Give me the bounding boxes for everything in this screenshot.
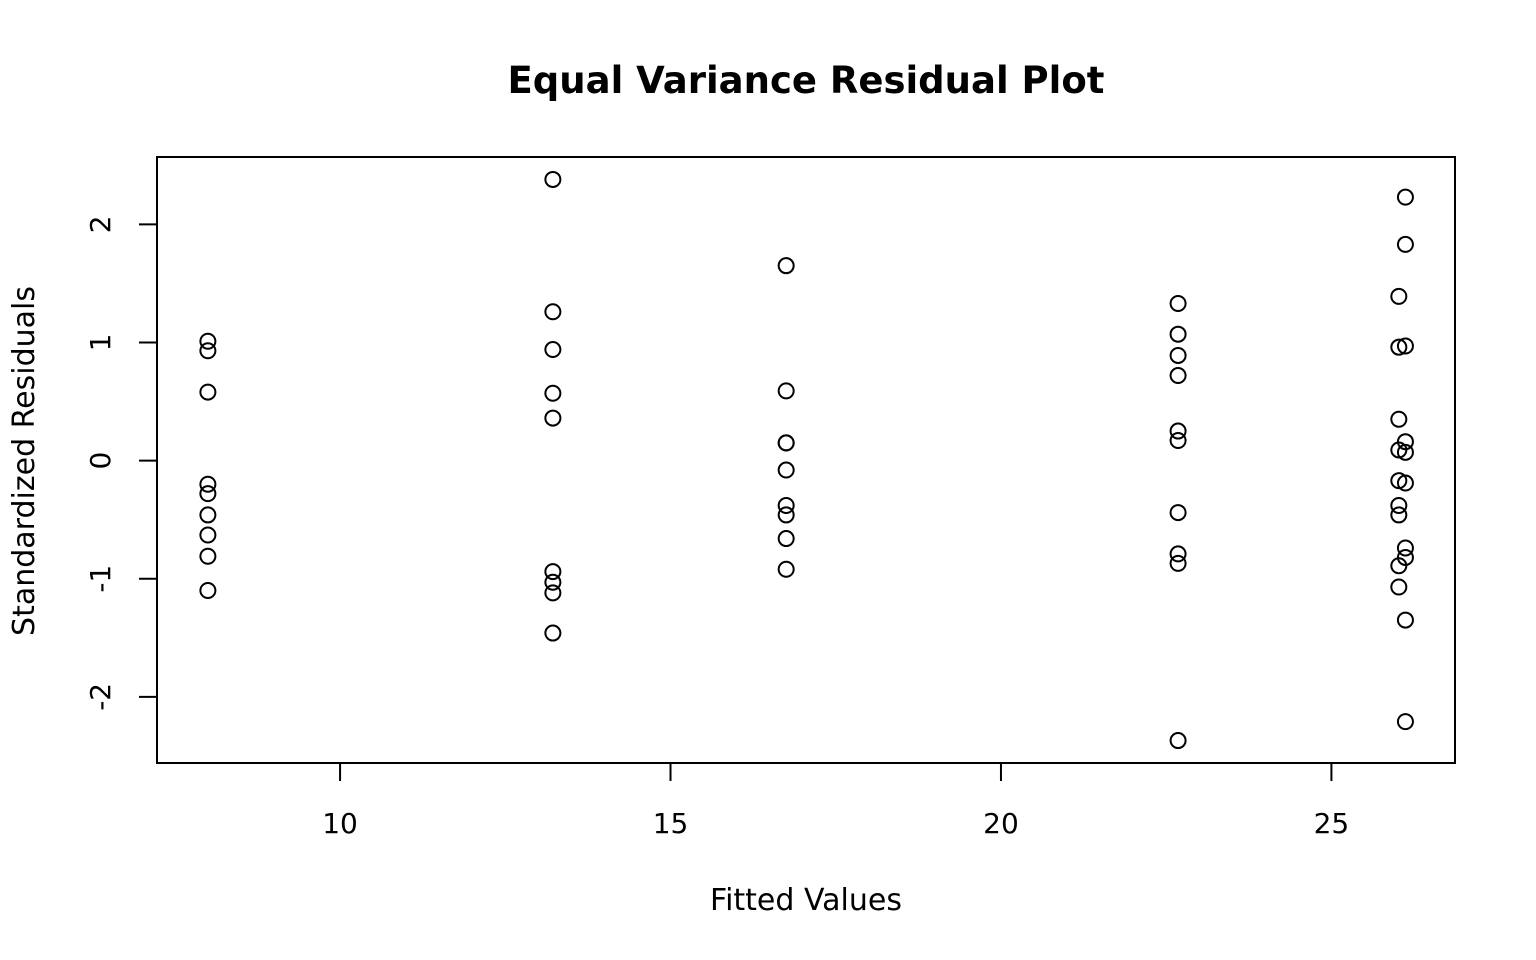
- x-axis-label: Fitted Values: [710, 883, 902, 918]
- data-point: [199, 547, 217, 565]
- y-tick-label: 2: [84, 215, 117, 233]
- data-point: [199, 332, 217, 350]
- data-point: [1169, 504, 1187, 522]
- data-point: [1396, 433, 1414, 451]
- data-point: [544, 573, 562, 591]
- data-point: [199, 526, 217, 544]
- data-point: [544, 170, 562, 188]
- x-tick-label: 15: [653, 807, 689, 840]
- data-point: [199, 506, 217, 524]
- data-point: [1396, 713, 1414, 731]
- data-point: [544, 341, 562, 359]
- data-point: [777, 560, 795, 578]
- data-point: [199, 582, 217, 600]
- data-point: [1169, 554, 1187, 572]
- data-point: [777, 496, 795, 514]
- y-axis: -2 -1 0 1 2: [84, 215, 158, 711]
- data-point: [1390, 410, 1408, 428]
- data-point: [777, 506, 795, 524]
- x-tick-label: 20: [983, 807, 1019, 840]
- data-point: [777, 461, 795, 479]
- x-axis: 10 15 20 25: [322, 762, 1350, 840]
- data-point: [544, 584, 562, 602]
- data-point: [1169, 346, 1187, 364]
- data-point: [1396, 188, 1414, 206]
- data-point: [1396, 235, 1414, 253]
- data-point: [1169, 545, 1187, 563]
- data-point: [777, 382, 795, 400]
- data-point: [199, 342, 217, 360]
- y-tick-label: -2: [84, 683, 117, 711]
- data-point: [1169, 422, 1187, 440]
- data-point: [1396, 443, 1414, 461]
- data-point: [777, 530, 795, 548]
- data-point: [1390, 496, 1408, 514]
- data-point: [1396, 548, 1414, 566]
- data-point: [199, 475, 217, 493]
- data-point: [1396, 474, 1414, 492]
- y-axis-label: Standardized Residuals: [7, 286, 42, 636]
- data-point: [777, 434, 795, 452]
- data-point: [1396, 337, 1414, 355]
- data-point: [1169, 732, 1187, 750]
- data-point: [1396, 539, 1414, 557]
- chart-title: Equal Variance Residual Plot: [508, 59, 1105, 102]
- data-point: [544, 409, 562, 427]
- x-tick-label: 25: [1314, 807, 1350, 840]
- y-tick-label: 0: [84, 452, 117, 470]
- y-tick-label: -1: [84, 565, 117, 593]
- data-point: [544, 563, 562, 581]
- data-point: [1390, 287, 1408, 305]
- plot-frame: [156, 156, 1456, 764]
- data-point: [1396, 611, 1414, 629]
- data-point: [1390, 578, 1408, 596]
- data-point: [1169, 325, 1187, 343]
- data-point: [544, 303, 562, 321]
- data-point: [1390, 338, 1408, 356]
- data-points: [199, 170, 1414, 750]
- x-tick-label: 10: [322, 807, 358, 840]
- data-point: [1169, 367, 1187, 385]
- data-point: [544, 624, 562, 642]
- data-point: [544, 384, 562, 402]
- data-point: [1169, 432, 1187, 450]
- data-point: [199, 383, 217, 401]
- data-point: [777, 257, 795, 275]
- data-point: [199, 485, 217, 503]
- data-point: [1169, 294, 1187, 312]
- data-point: [1390, 506, 1408, 524]
- y-tick-label: 1: [84, 334, 117, 352]
